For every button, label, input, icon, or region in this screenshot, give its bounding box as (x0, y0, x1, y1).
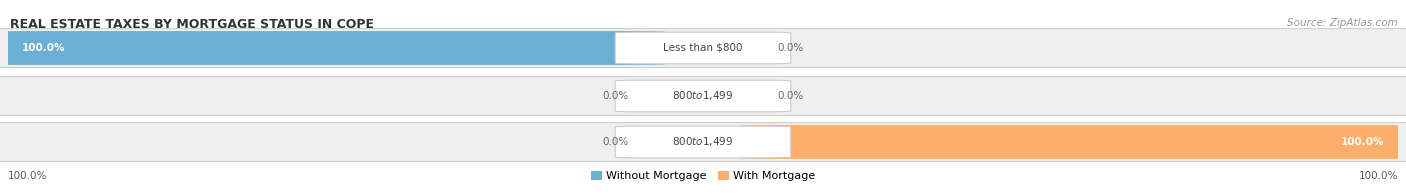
FancyBboxPatch shape (616, 80, 790, 112)
Legend: Without Mortgage, With Mortgage: Without Mortgage, With Mortgage (591, 171, 815, 181)
Text: 100.0%: 100.0% (1340, 137, 1384, 147)
Text: $800 to $1,499: $800 to $1,499 (672, 136, 734, 149)
FancyBboxPatch shape (0, 31, 665, 65)
Text: 0.0%: 0.0% (778, 43, 803, 53)
Text: REAL ESTATE TAXES BY MORTGAGE STATUS IN COPE: REAL ESTATE TAXES BY MORTGAGE STATUS IN … (10, 18, 374, 31)
Text: 0.0%: 0.0% (603, 137, 628, 147)
Text: 100.0%: 100.0% (22, 43, 66, 53)
Text: 100.0%: 100.0% (8, 171, 48, 181)
Text: $800 to $1,499: $800 to $1,499 (672, 90, 734, 103)
FancyBboxPatch shape (741, 125, 1406, 159)
FancyBboxPatch shape (0, 123, 1406, 161)
FancyBboxPatch shape (616, 32, 790, 64)
Text: 100.0%: 100.0% (1358, 171, 1398, 181)
Text: Source: ZipAtlas.com: Source: ZipAtlas.com (1288, 18, 1398, 28)
Text: 0.0%: 0.0% (778, 91, 803, 101)
FancyBboxPatch shape (0, 77, 1406, 115)
Text: Less than $800: Less than $800 (664, 43, 742, 53)
FancyBboxPatch shape (0, 28, 1406, 67)
Text: 0.0%: 0.0% (603, 91, 628, 101)
FancyBboxPatch shape (616, 126, 790, 158)
